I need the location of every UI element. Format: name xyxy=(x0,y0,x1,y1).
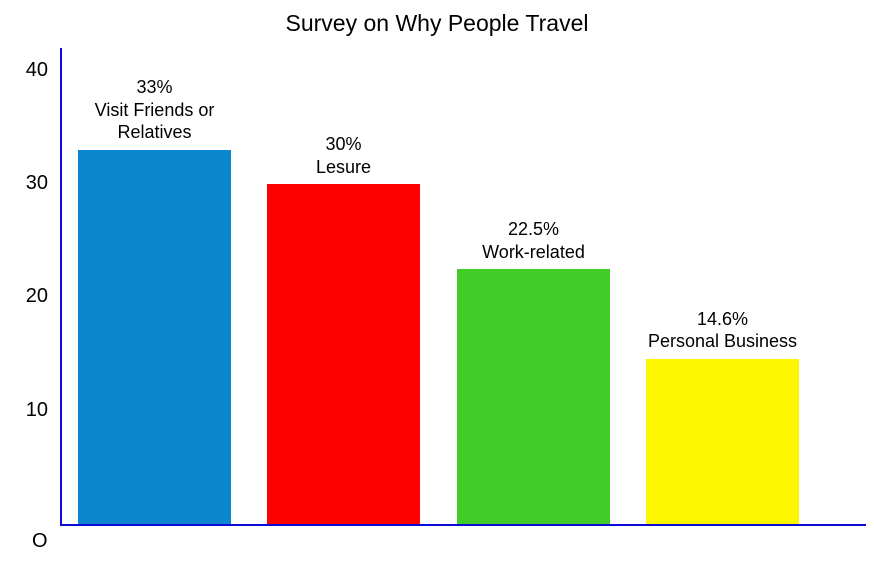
y-tick-label: 10 xyxy=(0,399,48,422)
x-axis-line xyxy=(60,524,866,526)
bar xyxy=(646,359,799,524)
bar-category: Work-related xyxy=(407,241,660,264)
bar-label: 22.5%Work-related xyxy=(407,218,660,263)
bar-label: 14.6%Personal Business xyxy=(596,308,849,353)
y-tick-label: 20 xyxy=(0,285,48,308)
bar-category: Personal Business xyxy=(596,330,849,353)
bar-category: Lesure xyxy=(217,156,470,179)
y-tick-label: 30 xyxy=(0,172,48,195)
bar-percent: 30% xyxy=(217,133,470,156)
bar-percent: 14.6% xyxy=(596,308,849,331)
bar-label: 30%Lesure xyxy=(217,133,470,178)
bar xyxy=(78,150,231,524)
chart-title: Survey on Why People Travel xyxy=(0,10,874,37)
bar-chart: Survey on Why People Travel 10203040 O 3… xyxy=(0,0,874,566)
origin-label: O xyxy=(32,530,48,553)
bar xyxy=(267,184,420,524)
bar-percent: 22.5% xyxy=(407,218,660,241)
bar-percent: 33% xyxy=(28,76,281,99)
bar xyxy=(457,269,610,524)
